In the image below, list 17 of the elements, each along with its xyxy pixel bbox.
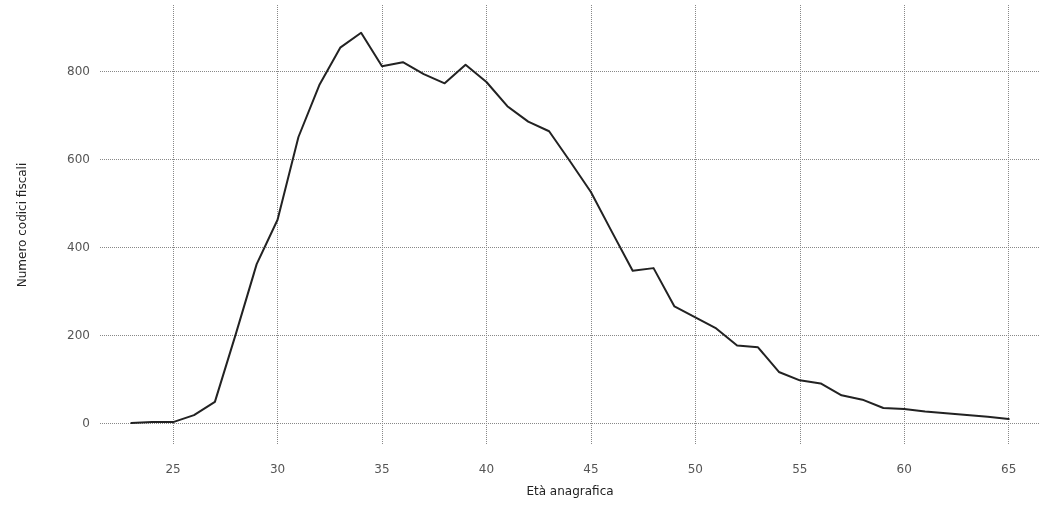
- x-tick-label: 50: [687, 462, 703, 476]
- y-tick-label: 600: [67, 152, 90, 166]
- y-axis-title: Numero codici fiscali: [15, 162, 29, 288]
- x-tick-label: 65: [1001, 462, 1017, 476]
- y-tick-label: 0: [82, 416, 90, 430]
- y-tick-label: 800: [67, 64, 90, 78]
- x-tick-label: 25: [165, 462, 181, 476]
- x-tick-label: 55: [792, 462, 808, 476]
- x-tick-label: 60: [896, 462, 912, 476]
- x-tick-label: 45: [583, 462, 599, 476]
- x-tick-label: 30: [269, 462, 286, 476]
- x-tick-label: 40: [478, 462, 495, 476]
- x-axis-title: Età anagrafica: [526, 484, 614, 498]
- x-tick-label: 35: [374, 462, 390, 476]
- line-series: [130, 31, 1010, 424]
- y-tick-label: 200: [67, 328, 90, 342]
- y-tick-label: 400: [67, 240, 90, 254]
